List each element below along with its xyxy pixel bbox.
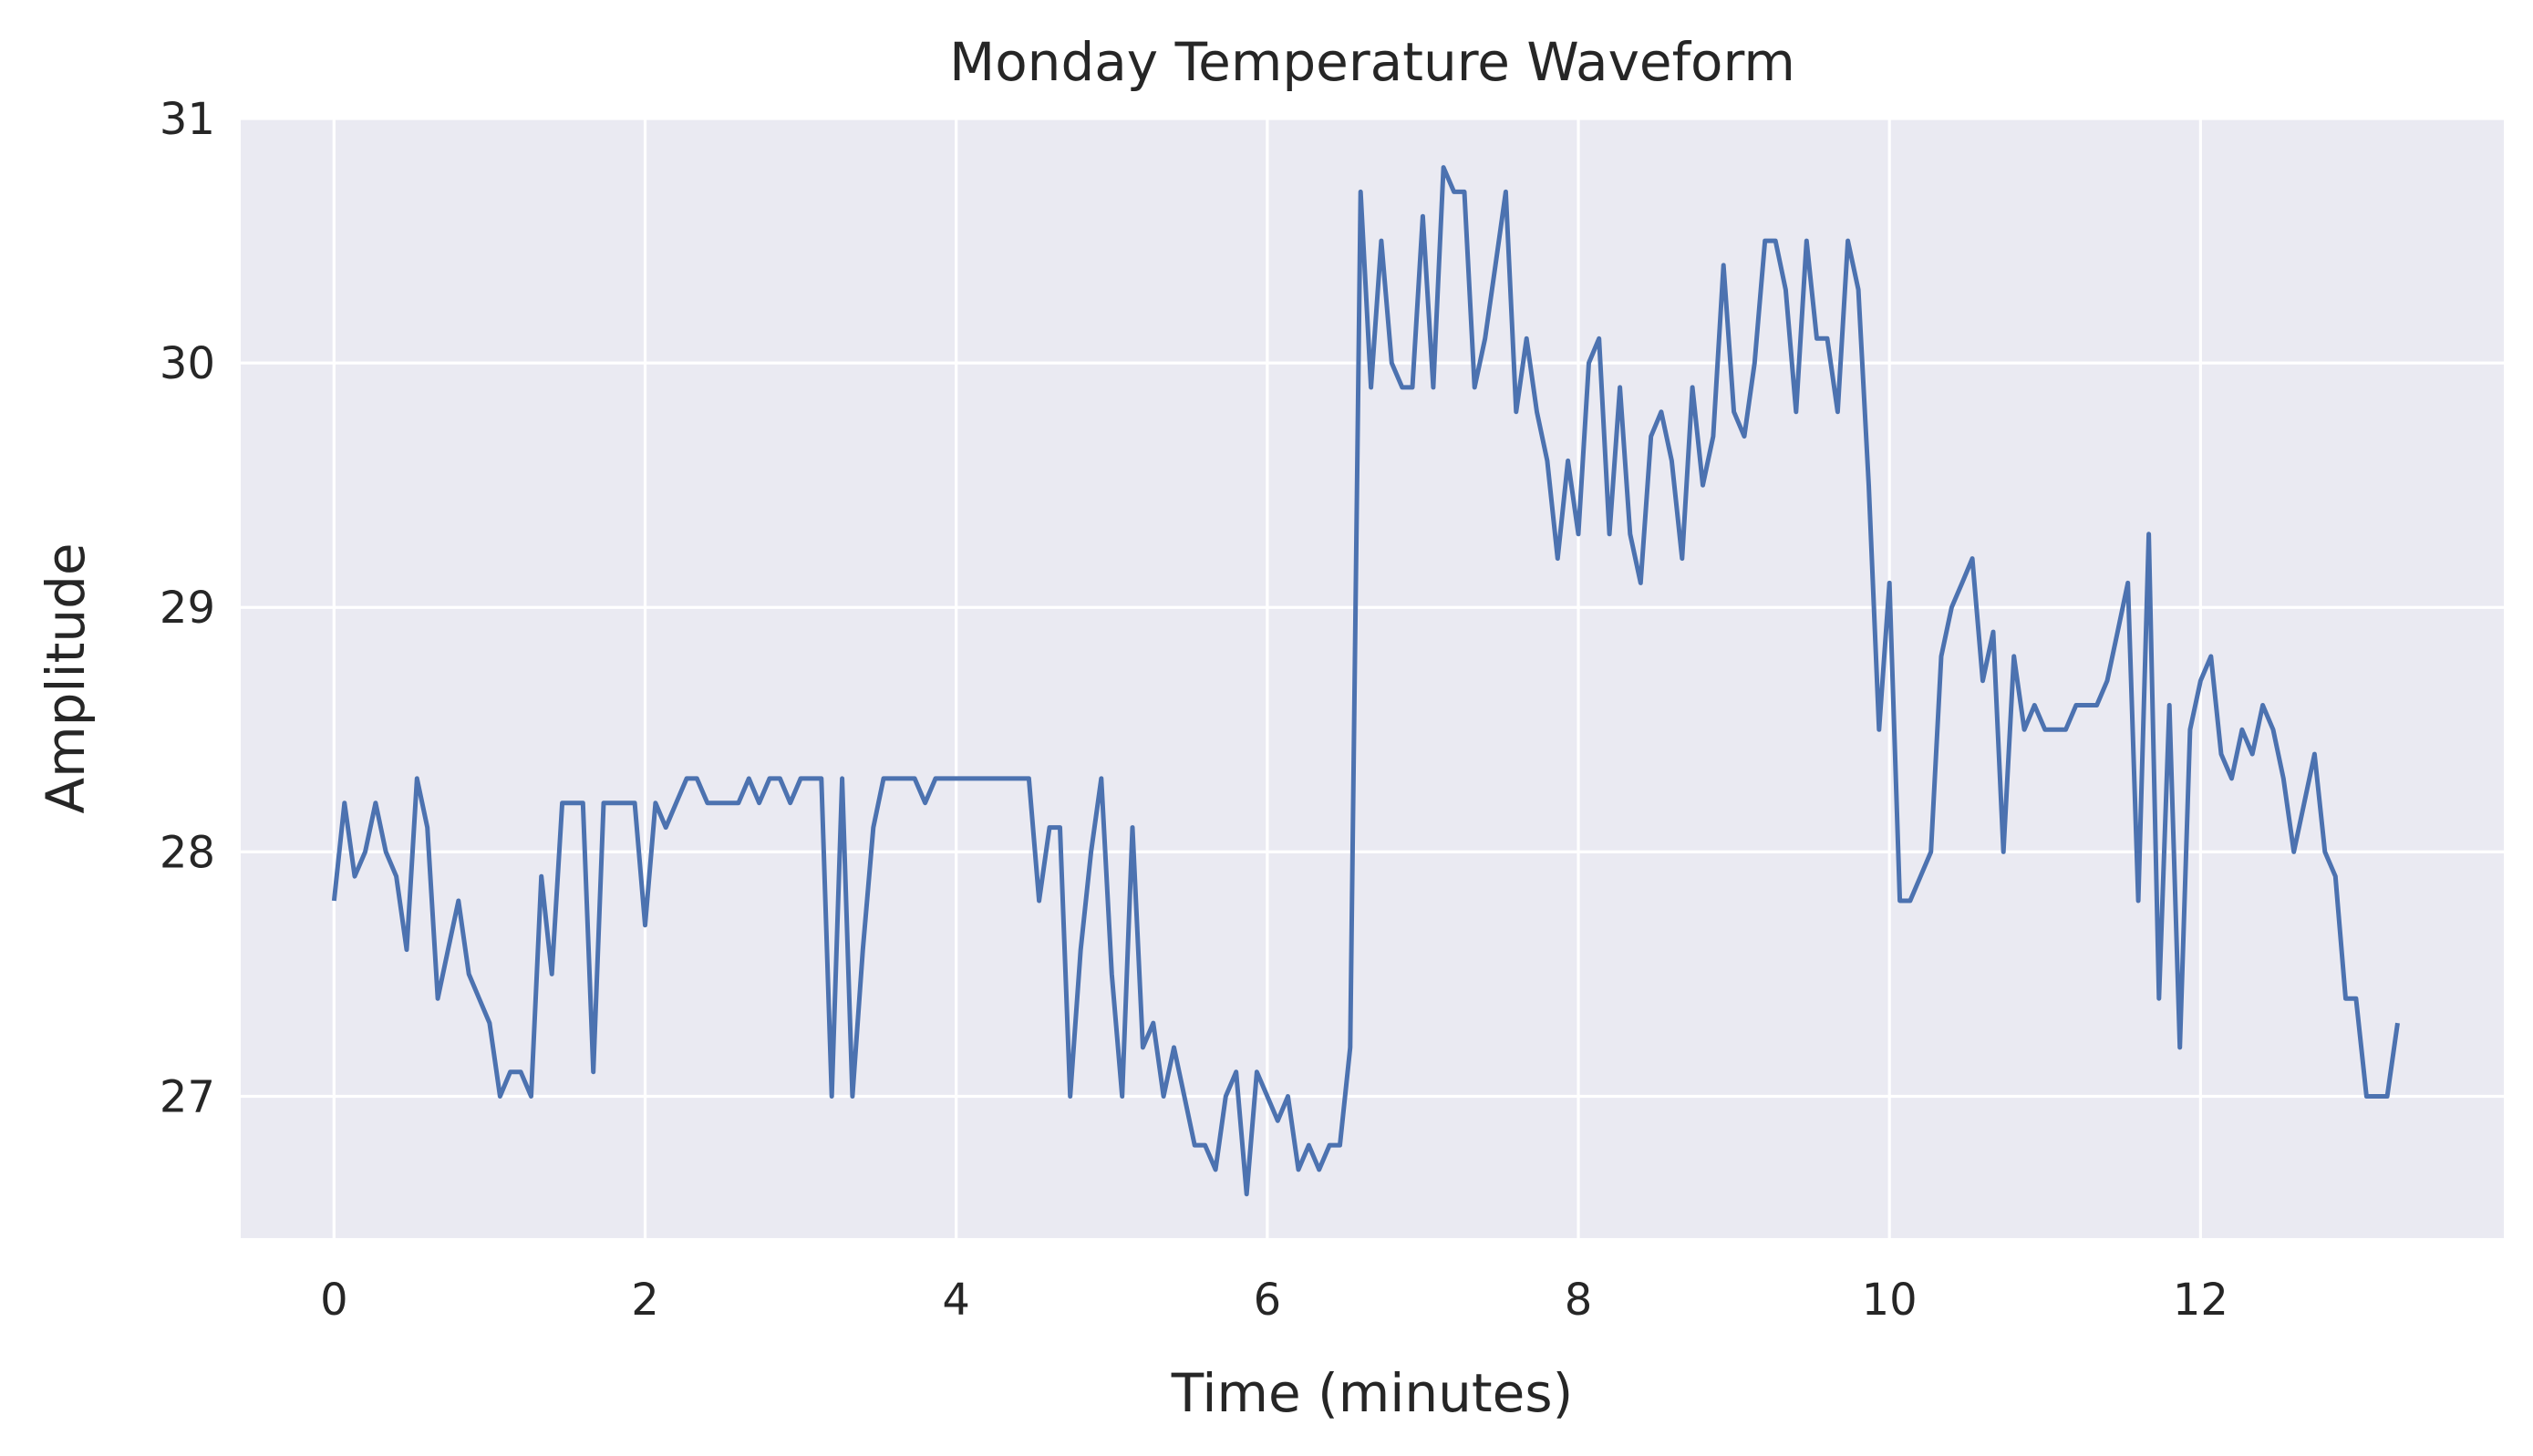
x-tick-label: 0 (320, 1275, 348, 1326)
x-tick-label: 8 (1565, 1275, 1593, 1326)
x-tick-label: 10 (1862, 1275, 1918, 1326)
series-line (331, 165, 2400, 1197)
y-tick-label: 30 (160, 338, 215, 389)
x-tick-labels: 0 2 4 6 8 10 12 (320, 1275, 2228, 1326)
x-tick-label: 4 (942, 1275, 970, 1326)
x-tick-label: 12 (2173, 1275, 2228, 1326)
x-axis-label: Time (minutes) (1171, 1362, 1573, 1424)
y-tick-label: 27 (160, 1071, 215, 1122)
y-tick-labels: 27 28 29 30 31 (160, 94, 215, 1122)
y-tick-label: 28 (160, 827, 215, 878)
plot-area (241, 119, 2504, 1238)
y-tick-label: 31 (160, 94, 215, 145)
x-tick-label: 6 (1254, 1275, 1282, 1326)
y-axis-label: Amplitude (35, 542, 97, 813)
y-tick-label: 29 (160, 583, 215, 634)
x-tick-label: 2 (631, 1275, 659, 1326)
series-layer (331, 165, 2400, 1197)
chart-title: Monday Temperature Waveform (949, 31, 1795, 93)
